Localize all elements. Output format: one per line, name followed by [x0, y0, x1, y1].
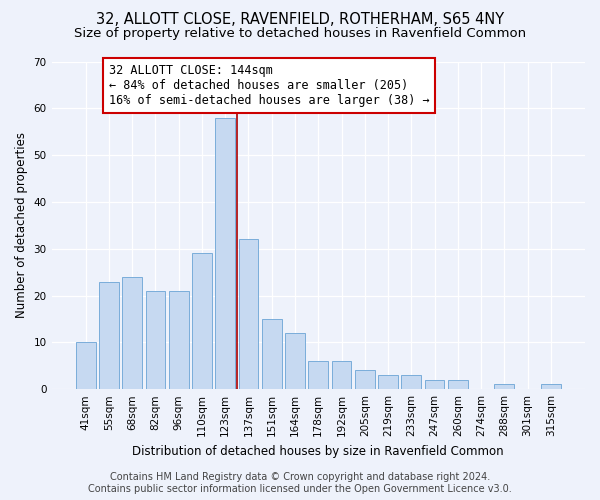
Bar	[308, 361, 328, 389]
Bar	[494, 384, 514, 389]
Bar	[76, 342, 95, 389]
Text: Size of property relative to detached houses in Ravenfield Common: Size of property relative to detached ho…	[74, 28, 526, 40]
Y-axis label: Number of detached properties: Number of detached properties	[15, 132, 28, 318]
Bar	[332, 361, 352, 389]
Bar	[425, 380, 445, 389]
Text: Contains HM Land Registry data © Crown copyright and database right 2024.
Contai: Contains HM Land Registry data © Crown c…	[88, 472, 512, 494]
Text: 32, ALLOTT CLOSE, RAVENFIELD, ROTHERHAM, S65 4NY: 32, ALLOTT CLOSE, RAVENFIELD, ROTHERHAM,…	[96, 12, 504, 28]
Bar	[192, 254, 212, 389]
Bar	[146, 291, 166, 389]
Bar	[401, 375, 421, 389]
Bar	[215, 118, 235, 389]
Bar	[448, 380, 468, 389]
Bar	[378, 375, 398, 389]
Text: 32 ALLOTT CLOSE: 144sqm
← 84% of detached houses are smaller (205)
16% of semi-d: 32 ALLOTT CLOSE: 144sqm ← 84% of detache…	[109, 64, 430, 107]
Bar	[541, 384, 561, 389]
Bar	[262, 319, 281, 389]
Bar	[355, 370, 374, 389]
X-axis label: Distribution of detached houses by size in Ravenfield Common: Distribution of detached houses by size …	[133, 444, 504, 458]
Bar	[239, 240, 259, 389]
Bar	[122, 277, 142, 389]
Bar	[169, 291, 188, 389]
Bar	[99, 282, 119, 389]
Bar	[285, 333, 305, 389]
